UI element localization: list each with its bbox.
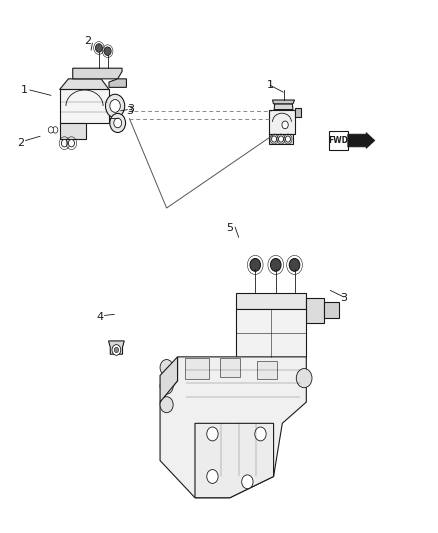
FancyArrow shape xyxy=(348,133,375,149)
Circle shape xyxy=(114,348,119,353)
Circle shape xyxy=(110,114,126,133)
Text: 4: 4 xyxy=(97,312,104,322)
Polygon shape xyxy=(60,123,86,139)
Circle shape xyxy=(68,140,74,147)
Circle shape xyxy=(112,345,121,356)
Polygon shape xyxy=(109,341,124,354)
Text: 2: 2 xyxy=(17,138,24,148)
Circle shape xyxy=(271,259,281,271)
Polygon shape xyxy=(237,293,306,309)
Circle shape xyxy=(106,94,125,118)
Circle shape xyxy=(279,136,283,142)
Polygon shape xyxy=(109,79,127,87)
Polygon shape xyxy=(73,68,122,79)
FancyBboxPatch shape xyxy=(328,132,348,150)
Text: 3: 3 xyxy=(127,103,134,114)
Polygon shape xyxy=(324,302,339,318)
Circle shape xyxy=(286,136,290,142)
Circle shape xyxy=(207,427,218,441)
Text: 1: 1 xyxy=(21,85,28,95)
Polygon shape xyxy=(237,309,306,357)
Circle shape xyxy=(48,127,53,133)
FancyBboxPatch shape xyxy=(185,359,209,379)
Polygon shape xyxy=(269,134,293,144)
Circle shape xyxy=(160,397,173,413)
Circle shape xyxy=(160,378,173,394)
Polygon shape xyxy=(195,423,274,498)
Polygon shape xyxy=(269,110,294,134)
Circle shape xyxy=(272,136,277,142)
Text: 3: 3 xyxy=(340,293,347,303)
Circle shape xyxy=(53,127,58,133)
Polygon shape xyxy=(160,357,306,498)
Circle shape xyxy=(61,140,67,147)
Polygon shape xyxy=(306,298,324,324)
Polygon shape xyxy=(60,79,109,90)
Circle shape xyxy=(289,259,300,271)
Circle shape xyxy=(242,475,253,489)
Polygon shape xyxy=(294,108,301,117)
Text: FWD: FWD xyxy=(328,136,348,145)
Circle shape xyxy=(255,427,266,441)
Polygon shape xyxy=(60,90,109,123)
Circle shape xyxy=(114,118,122,128)
Circle shape xyxy=(282,121,288,128)
Text: 1: 1 xyxy=(267,80,274,90)
Polygon shape xyxy=(274,104,293,110)
Circle shape xyxy=(104,47,111,55)
Circle shape xyxy=(250,259,261,271)
Polygon shape xyxy=(160,357,177,402)
FancyBboxPatch shape xyxy=(258,361,277,379)
Text: 3: 3 xyxy=(126,106,133,116)
FancyBboxPatch shape xyxy=(220,359,240,376)
Circle shape xyxy=(110,100,120,112)
Text: 5: 5 xyxy=(226,223,233,233)
Circle shape xyxy=(160,360,173,375)
Text: 2: 2 xyxy=(85,36,92,46)
Circle shape xyxy=(95,44,102,52)
Circle shape xyxy=(296,368,312,387)
Circle shape xyxy=(207,470,218,483)
Polygon shape xyxy=(272,100,294,104)
